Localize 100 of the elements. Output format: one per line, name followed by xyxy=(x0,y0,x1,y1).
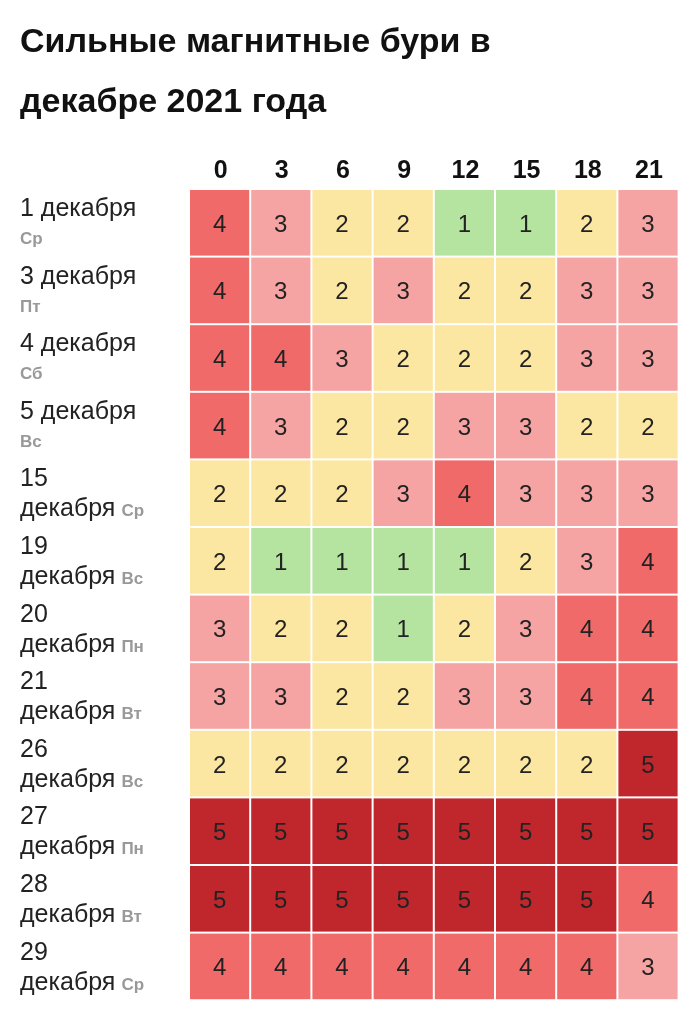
data-label: 5 xyxy=(212,885,227,913)
data-label: 4 xyxy=(641,615,655,643)
data-label: 5 xyxy=(274,885,288,913)
data-label: 2 xyxy=(212,547,227,575)
data-label: 3 xyxy=(274,683,288,710)
data-label: 5 xyxy=(396,885,410,913)
data-label: 4 xyxy=(274,345,288,372)
data-label: 2 xyxy=(335,683,349,710)
data-label: 4 xyxy=(335,953,349,981)
data-label: 4 xyxy=(212,209,227,237)
data-label: 4 xyxy=(274,953,288,981)
data-label: 3 xyxy=(212,683,227,710)
data-label: 1 xyxy=(274,547,288,575)
chart-title: Сильные магнитные бури в декабре 2021 года xyxy=(20,21,491,119)
x-tick-label: 15 xyxy=(512,155,541,183)
data-label: 2 xyxy=(274,480,288,508)
data-label: 3 xyxy=(518,615,533,643)
data-label: 3 xyxy=(274,277,288,305)
data-label: 2 xyxy=(396,412,410,440)
y-tick-label: 3 декабря Пт xyxy=(20,260,137,316)
y-tick-label: 29 декабря Ср xyxy=(20,936,145,995)
data-label: 5 xyxy=(457,818,472,846)
data-label: 4 xyxy=(641,683,655,710)
data-label: 4 xyxy=(580,615,594,643)
x-tick-label: 3 xyxy=(274,155,289,183)
y-tick-label: 15 декабря Ср xyxy=(20,463,145,522)
data-label: 5 xyxy=(580,885,594,913)
data-label: 3 xyxy=(641,480,655,508)
y-tick-label: 19 декабря Вс xyxy=(20,531,144,589)
y-tick-label: 20 декабря Пн xyxy=(20,598,144,657)
y-tick-label: 4 декабря Сб xyxy=(20,328,137,384)
data-label: 5 xyxy=(274,818,288,846)
data-label: 5 xyxy=(580,818,594,846)
data-label: 4 xyxy=(518,953,533,981)
x-tick-label: 9 xyxy=(397,155,412,183)
data-label: 4 xyxy=(641,547,655,575)
data-label: 4 xyxy=(212,412,227,440)
data-label: 5 xyxy=(518,885,533,913)
data-label: 3 xyxy=(641,277,655,305)
data-label: 1 xyxy=(518,209,533,237)
data-label: 2 xyxy=(580,209,594,237)
data-label: 3 xyxy=(274,209,288,237)
y-tick-label: 28 декабря Вт xyxy=(20,869,142,927)
data-label: 5 xyxy=(335,818,349,846)
data-label: 3 xyxy=(396,277,410,305)
data-label: 4 xyxy=(641,885,655,913)
data-label: 2 xyxy=(396,683,410,710)
data-label: 3 xyxy=(518,480,533,508)
data-label: 2 xyxy=(580,750,594,778)
data-label: 2 xyxy=(580,412,594,440)
data-label: 5 xyxy=(641,750,655,778)
x-tick-label: 12 xyxy=(451,155,480,183)
data-label: 2 xyxy=(641,412,655,440)
y-tick-label: 1 декабря Ср xyxy=(20,193,137,248)
data-label: 4 xyxy=(212,277,227,305)
data-label: 3 xyxy=(274,412,288,440)
data-label: 2 xyxy=(457,345,472,372)
data-label: 5 xyxy=(212,818,227,846)
data-label: 2 xyxy=(457,750,472,778)
data-label: 3 xyxy=(580,277,594,305)
y-tick-label: 26 декабря Вс xyxy=(20,733,144,792)
data-label: 4 xyxy=(396,953,410,981)
x-tick-label: 18 xyxy=(573,155,602,183)
data-label: 4 xyxy=(580,683,594,710)
data-label: 1 xyxy=(335,547,349,575)
data-label: 4 xyxy=(212,345,227,372)
data-label: 2 xyxy=(335,209,349,237)
data-label: 5 xyxy=(396,818,410,846)
data-label: 2 xyxy=(274,615,288,643)
data-label: 4 xyxy=(457,953,472,981)
data-label: 3 xyxy=(518,683,533,710)
data-label: 5 xyxy=(518,818,533,846)
x-tick-label: 21 xyxy=(635,155,663,183)
data-label: 3 xyxy=(580,480,594,508)
data-label: 5 xyxy=(457,885,472,913)
y-tick-label: 27 декабря Пн xyxy=(20,801,144,860)
data-label: 3 xyxy=(335,345,349,372)
data-label: 2 xyxy=(396,345,410,372)
data-label: 2 xyxy=(518,750,533,778)
data-label: 2 xyxy=(335,750,349,778)
data-label: 3 xyxy=(641,345,655,372)
data-label: 4 xyxy=(580,953,594,981)
data-label: 3 xyxy=(580,547,594,575)
data-label: 2 xyxy=(212,480,227,508)
data-label: 5 xyxy=(641,818,655,846)
data-label: 2 xyxy=(212,750,227,778)
data-label: 2 xyxy=(457,615,472,643)
data-label: 3 xyxy=(457,683,472,710)
data-label: 4 xyxy=(457,480,472,508)
data-label: 2 xyxy=(518,345,533,372)
data-label: 2 xyxy=(396,209,410,237)
x-tick-label: 6 xyxy=(336,155,350,183)
data-label: 2 xyxy=(335,277,349,305)
data-label: 2 xyxy=(457,277,472,305)
x-tick-label: 0 xyxy=(213,155,228,183)
data-label: 1 xyxy=(457,547,472,575)
data-label: 3 xyxy=(396,480,410,508)
data-label: 2 xyxy=(335,412,349,440)
data-label: 4 xyxy=(212,953,227,981)
data-label: 5 xyxy=(335,885,349,913)
